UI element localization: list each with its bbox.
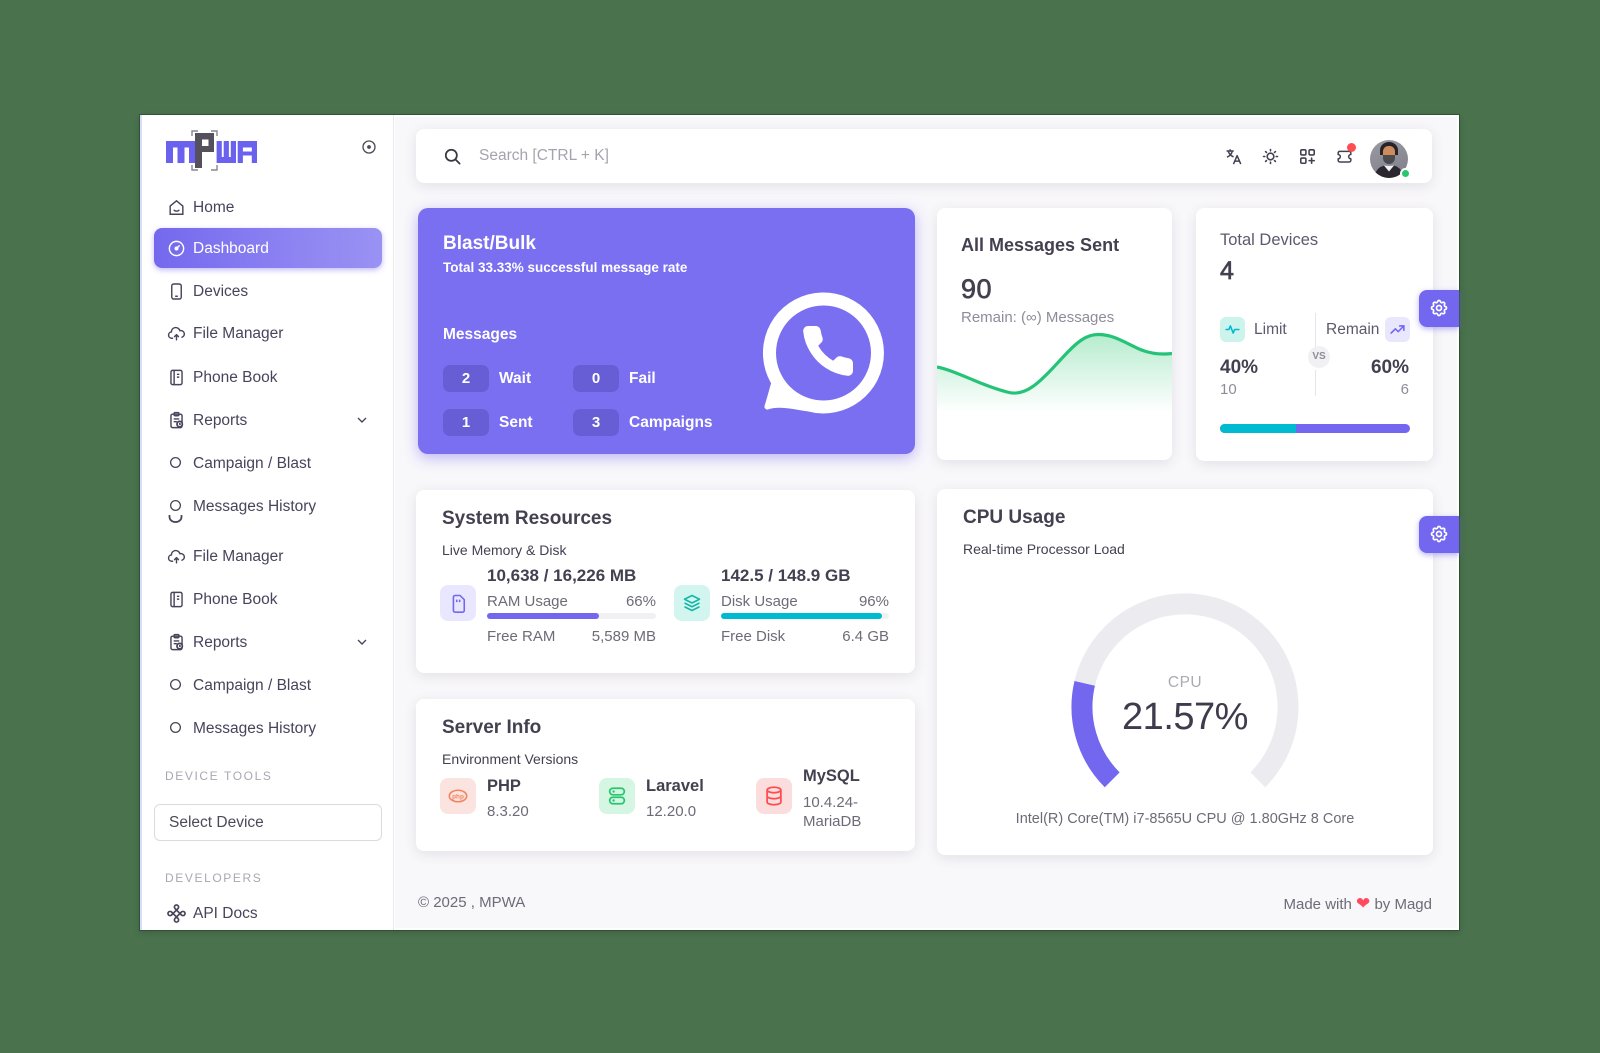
svg-text:php: php (452, 793, 464, 800)
